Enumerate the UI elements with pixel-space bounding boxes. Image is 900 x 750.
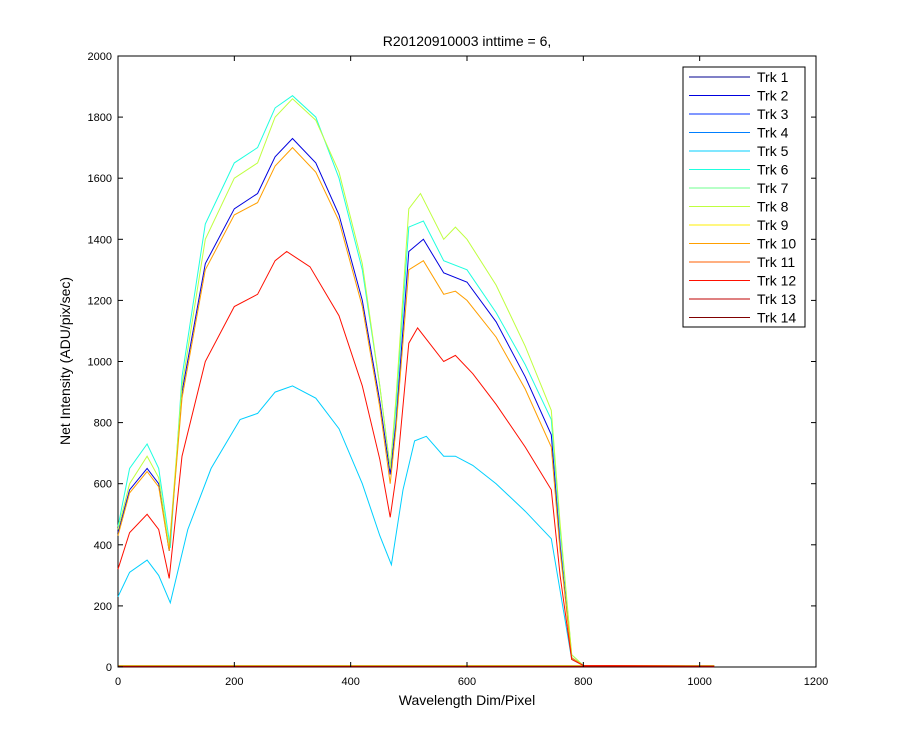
y-tick-label: 1200 (88, 295, 112, 307)
x-tick-label: 1000 (687, 676, 711, 688)
legend-label-trk-7: Trk 7 (757, 180, 789, 196)
x-tick-label: 0 (115, 676, 121, 688)
y-tick-label: 400 (94, 540, 112, 552)
x-axis-label: Wavelength Dim/Pixel (399, 692, 535, 708)
legend-label-trk-9: Trk 9 (757, 217, 789, 233)
x-tick-label: 600 (458, 676, 476, 688)
x-tick-label: 400 (341, 676, 359, 688)
series-line-trk-12 (117, 250, 715, 667)
legend-label-trk-5: Trk 5 (757, 143, 789, 159)
y-tick-label: 0 (106, 662, 112, 674)
legend-label-trk-11: Trk 11 (757, 254, 795, 270)
series-line-trk-10 (117, 146, 715, 667)
series-line-trk-5 (117, 385, 715, 667)
y-tick-label: 1600 (88, 173, 112, 185)
legend-label-trk-1: Trk 1 (757, 69, 789, 85)
legend-box (682, 66, 806, 328)
legend-label-trk-13: Trk 13 (757, 291, 796, 307)
y-tick-label: 1000 (88, 357, 112, 369)
legend: Trk 1 Trk 2 Trk 3 Trk 4 Trk 5 Trk 6 Trk 7 Trk 8… (682, 66, 806, 328)
chart-title: R20120910003 inttime = 6, (383, 33, 552, 49)
y-axis-label: Net Intensity (ADU/pix/sec) (57, 277, 73, 445)
y-tick-label: 1800 (88, 112, 112, 124)
legend-label-trk-10: Trk 10 (757, 236, 796, 252)
x-tick-label: 800 (574, 676, 592, 688)
legend-label-trk-4: Trk 4 (757, 125, 789, 141)
series-line-trk-8 (117, 98, 715, 667)
y-tick-label: 2000 (88, 51, 112, 63)
y-tick-label: 200 (94, 601, 112, 613)
legend-label-trk-6: Trk 6 (757, 162, 789, 178)
legend-label-trk-3: Trk 3 (757, 106, 789, 122)
y-tick-label: 1400 (88, 234, 112, 246)
x-tick-label: 200 (225, 676, 243, 688)
y-tick-label: 800 (94, 418, 112, 430)
legend-label-trk-12: Trk 12 (757, 273, 796, 289)
x-tick-label: 1200 (804, 676, 828, 688)
legend-label-trk-14: Trk 14 (757, 310, 796, 326)
legend-label-trk-2: Trk 2 (757, 88, 789, 104)
y-tick-label: 600 (94, 479, 112, 491)
series-layer (117, 95, 715, 668)
legend-label-trk-8: Trk 8 (757, 199, 789, 215)
ticks-layer: 0 200 400 600 800 1000 1200 0 200 400 600 800 1000 12… (88, 51, 829, 688)
